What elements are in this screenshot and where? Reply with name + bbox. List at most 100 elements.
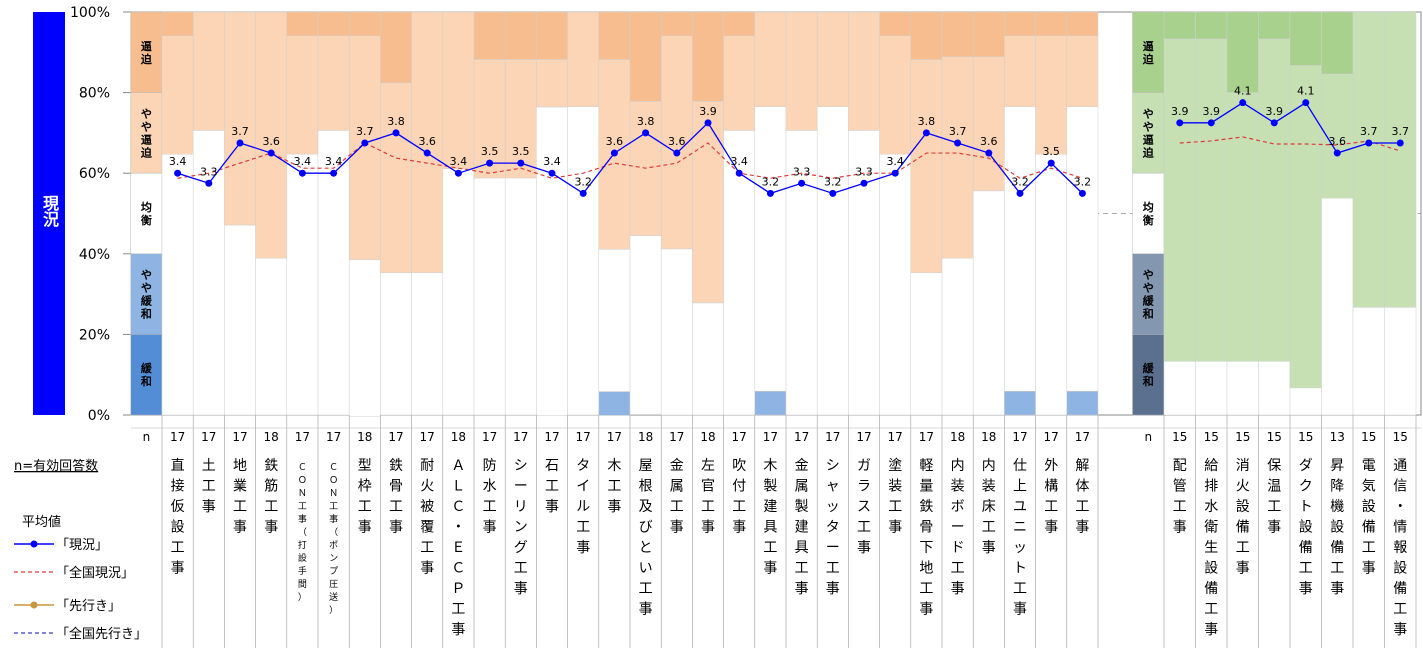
category-label-char: ッ: [826, 499, 840, 515]
category-label-char: 配: [1173, 458, 1187, 474]
current-value-label: 3.6: [1329, 135, 1347, 148]
category-label-char: ャ: [826, 479, 840, 495]
band-label-char: 逼: [141, 133, 152, 146]
category-label-char: 内: [982, 458, 996, 474]
category-label-char: 軽: [919, 458, 933, 474]
bar-segment-逼迫: [286, 11, 319, 37]
category-label-char: 衛: [1204, 520, 1218, 536]
current-line: [1179, 101, 1401, 154]
category-label-char: 直: [171, 457, 185, 474]
category-label-char: 工: [1267, 499, 1281, 515]
bar-segment-均衡: [1163, 361, 1196, 416]
bar-segment-やや逼迫: [1195, 38, 1228, 362]
n-value: 18: [981, 430, 996, 444]
bar-segment-均衡: [1066, 106, 1099, 392]
category-label-char: 事: [951, 581, 965, 597]
current-point: [454, 169, 462, 177]
bar-segment-均衡: [754, 106, 787, 392]
current-value-label: 3.6: [606, 135, 624, 148]
bar-segment-均衡: [972, 190, 1005, 416]
current-value-label: 3.4: [730, 155, 748, 168]
current-value-label: 3.9: [1203, 105, 1221, 118]
category-label-char: 水: [1204, 499, 1218, 515]
category-label-char: 工: [1173, 499, 1187, 515]
band-label-char: 均: [1143, 200, 1154, 214]
current-value-label: 3.8: [918, 115, 936, 128]
n-value: 17: [856, 430, 871, 444]
category-label-char: 鉄: [389, 458, 403, 474]
category-label-char: 事: [298, 513, 307, 525]
category-label-char: ス: [857, 499, 871, 515]
category-label-char: 備: [1393, 581, 1407, 597]
bar-segment-均衡: [255, 257, 288, 416]
national-current-line: [177, 142, 1083, 179]
band-label-char: 和: [141, 374, 152, 388]
category-label-char: 給: [1204, 458, 1218, 474]
category-label-char: 事: [1393, 622, 1407, 638]
bar-segment-やや逼迫: [442, 11, 475, 170]
category-label-char: 官: [701, 479, 715, 495]
bar-segment-均衡: [848, 130, 880, 416]
bar-segment-逼迫: [692, 11, 724, 102]
category-label-char: 事: [264, 520, 278, 536]
category-label-char: 内: [951, 458, 965, 474]
bar-segment-やや逼迫: [1035, 35, 1068, 155]
category-label-char: 事: [1330, 581, 1344, 597]
side-label: 現況: [40, 195, 59, 227]
bar-segment-均衡: [536, 106, 568, 416]
current-point: [1302, 99, 1310, 107]
current-point: [1207, 119, 1215, 127]
category-label-char: 工: [982, 520, 996, 536]
bar-segment-均衡: [192, 130, 225, 416]
category-label-char: （: [298, 527, 307, 538]
category-label-char: 木: [607, 458, 621, 474]
y-tick-label: 0%: [88, 408, 110, 424]
bar-segment-やや逼迫: [192, 11, 225, 131]
category-label-char: 体: [1075, 479, 1089, 495]
category-label-char: 火: [1236, 479, 1250, 495]
category-label-char: 間: [298, 579, 307, 590]
bar-segment-均衡: [442, 168, 475, 416]
bar-segment-均衡: [941, 257, 974, 416]
band-label-char: や: [1143, 120, 1154, 133]
category-label-char: ト: [1299, 499, 1313, 515]
category-label-char: 工: [919, 581, 933, 597]
bar-segment-やや緩和: [1004, 390, 1036, 416]
category-label-char: ニ: [1013, 520, 1027, 536]
category-label-char: 事: [233, 520, 247, 536]
bar-segment-逼迫: [941, 11, 974, 57]
current-value-label: 3.4: [325, 155, 343, 168]
n-value: 17: [888, 430, 903, 444]
category-label-char: 建: [795, 520, 809, 536]
category-label-char: Ｃ: [451, 561, 465, 577]
n-value: 15: [1393, 430, 1408, 444]
category-label-char: 打: [298, 539, 307, 551]
band-label-char: 逼: [1143, 40, 1154, 53]
category-label-char: 事: [857, 540, 871, 556]
category-label-char: 根: [639, 479, 653, 495]
category-label-char: 機: [1330, 499, 1344, 515]
n-value: 17: [1044, 430, 1059, 444]
current-point: [423, 149, 431, 157]
current-point: [1333, 149, 1341, 157]
current-point: [860, 179, 868, 187]
category-label-char: 信: [1393, 479, 1407, 495]
current-value-label: 3.3: [793, 165, 811, 178]
category-label-char: 骨: [389, 479, 403, 495]
category-label-char: 事: [171, 561, 185, 577]
n-value: 17: [607, 430, 622, 444]
current-point: [486, 159, 494, 167]
bar-segment-やや逼迫: [754, 11, 787, 107]
current-point: [517, 159, 525, 167]
bar-segment-やや逼迫: [1163, 38, 1196, 362]
current-line: [177, 121, 1083, 195]
bar-segment-均衡: [1258, 361, 1291, 416]
category-label-char: ド: [951, 540, 965, 556]
category-label-char: 及: [639, 499, 653, 515]
category-label-char: 事: [701, 520, 715, 536]
category-label-char: 仕: [1013, 458, 1027, 474]
category-label-char: ラ: [857, 479, 871, 495]
category-label-char: 工: [701, 499, 715, 515]
category-label-char: 事: [389, 520, 403, 536]
current-point: [642, 129, 650, 137]
